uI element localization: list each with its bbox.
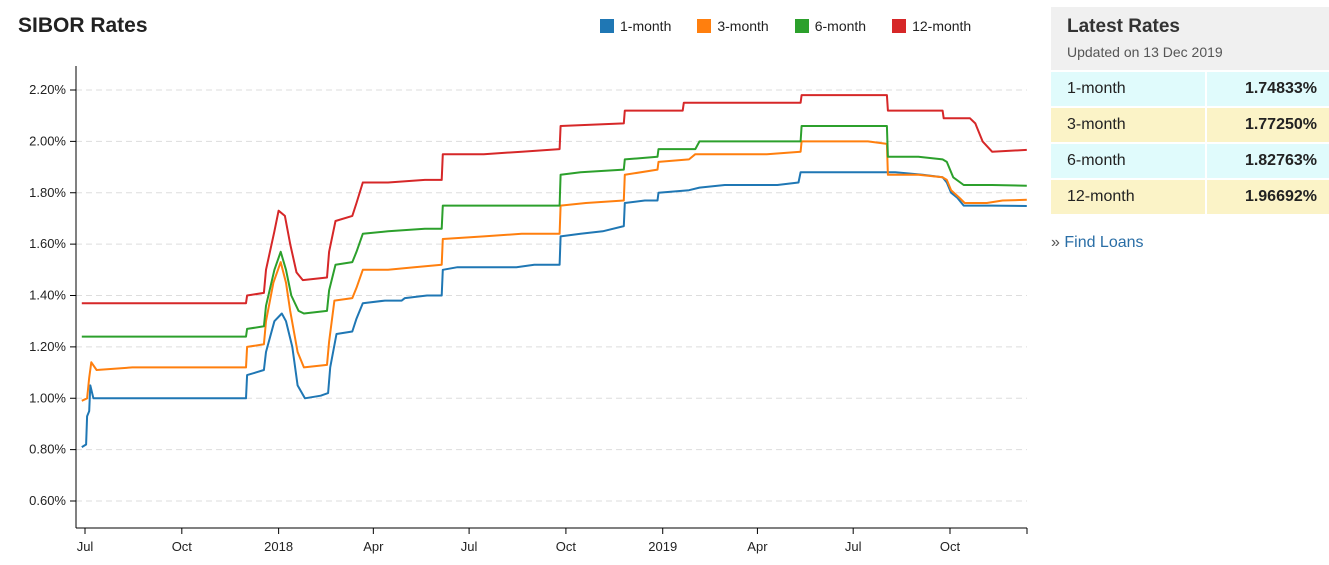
x-tick-label: Apr — [363, 539, 384, 554]
find-loans-link[interactable]: Find Loans — [1064, 234, 1144, 251]
y-tick-label: 2.00% — [29, 133, 66, 148]
series-line-12-month — [81, 94, 1027, 305]
rate-name: 3-month — [1051, 108, 1207, 142]
y-tick-label: 1.20% — [29, 339, 66, 354]
y-tick-label: 0.80% — [29, 442, 66, 457]
x-tick-label: Apr — [747, 539, 768, 554]
panel-header: Latest Rates Updated on 13 Dec 2019 — [1051, 7, 1329, 70]
legend-swatch — [794, 19, 809, 33]
legend-label: 1-month — [620, 18, 672, 34]
y-tick-label: 1.60% — [29, 236, 66, 251]
y-tick-label: 2.20% — [29, 82, 66, 97]
y-tick-label: 0.60% — [29, 493, 66, 508]
y-tick-label: 1.80% — [29, 185, 66, 200]
x-tick-label: Oct — [172, 539, 193, 554]
series-line-6-month — [81, 125, 1027, 338]
legend-label: 12-month — [912, 18, 972, 34]
chart-title: SIBOR Rates — [18, 14, 148, 37]
rate-row-3-month: 3-month 1.77250% — [1051, 108, 1329, 144]
rates-table: 1-month 1.74833% 3-month 1.77250% 6-mont… — [1051, 72, 1329, 216]
panel-title: Latest Rates — [1067, 16, 1180, 37]
x-tick-label: Jul — [461, 539, 478, 554]
panel-subtitle: Updated on 13 Dec 2019 — [1067, 44, 1223, 60]
find-loans-link-row: » Find Loans — [1051, 234, 1329, 252]
x-tick-label: Oct — [940, 539, 961, 554]
y-tick-label: 1.40% — [29, 288, 66, 303]
legend-item-12-month: 12-month — [892, 18, 971, 34]
link-prefix: » — [1051, 234, 1060, 251]
rate-name: 12-month — [1051, 180, 1207, 214]
x-tick-label: 2018 — [264, 539, 293, 554]
x-tick-label: 2019 — [648, 539, 677, 554]
legend-item-1-month: 1-month — [600, 18, 671, 34]
y-tick-label: 1.00% — [29, 390, 66, 405]
latest-rates-panel: Latest Rates Updated on 13 Dec 2019 1-mo… — [1051, 7, 1329, 252]
rate-value: 1.77250% — [1207, 108, 1329, 142]
rate-name: 6-month — [1051, 144, 1207, 178]
rate-value: 1.82763% — [1207, 144, 1329, 178]
rate-value: 1.96692% — [1207, 180, 1329, 214]
series-line-1-month — [81, 171, 1027, 448]
x-tick-label: Oct — [556, 539, 577, 554]
chart-legend: 1-month 3-month 6-month 12-month — [600, 18, 997, 34]
rate-value: 1.74833% — [1207, 72, 1329, 106]
series-line-3-month — [81, 140, 1027, 402]
rate-name: 1-month — [1051, 72, 1207, 106]
legend-label: 3-month — [717, 18, 769, 34]
x-tick-label: Jul — [845, 539, 862, 554]
legend-swatch — [892, 19, 907, 33]
legend-label: 6-month — [814, 18, 867, 34]
legend-item-3-month: 3-month — [697, 18, 769, 34]
rate-row-1-month: 1-month 1.74833% — [1051, 72, 1329, 108]
sibor-line-chart: 0.60% 0.80% 1.00% 1.20% 1.40% 1.60% 1.80% 2.00%… — [29, 66, 1028, 554]
rate-row-6-month: 6-month 1.82763% — [1051, 144, 1329, 180]
legend-item-6-month: 6-month — [794, 18, 867, 34]
rate-row-12-month: 12-month 1.96692% — [1051, 180, 1329, 216]
x-tick-label: Jul — [77, 539, 94, 554]
legend-swatch — [697, 19, 712, 33]
legend-swatch — [600, 19, 614, 33]
